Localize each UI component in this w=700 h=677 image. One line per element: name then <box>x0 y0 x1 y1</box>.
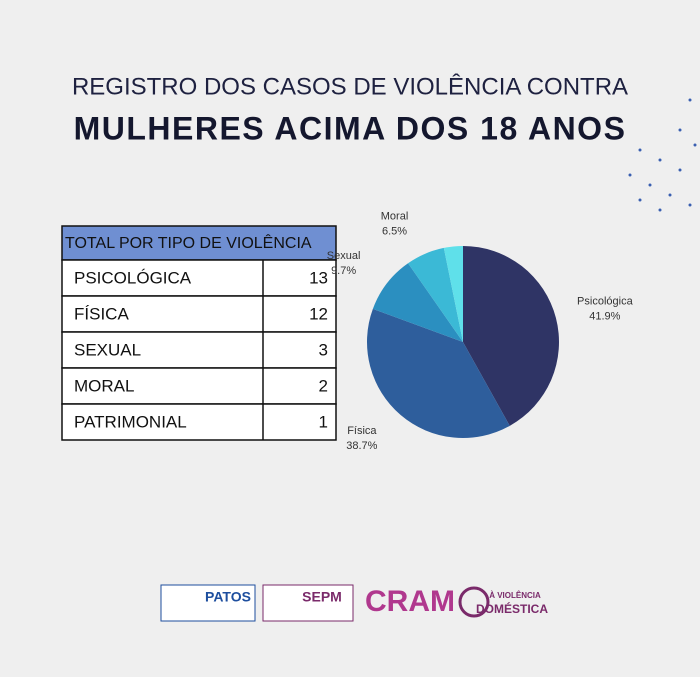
table-header-bg <box>61 225 337 261</box>
logo-box <box>160 584 256 622</box>
table-row <box>61 403 337 441</box>
slice-value-label: 9.7% <box>331 265 356 277</box>
dots-decoration <box>628 98 697 212</box>
slice-label: Psicológica <box>577 296 634 308</box>
logo-text: DOMÉSTICA <box>476 601 548 616</box>
title-line1: REGISTRO DOS CASOS DE VIOLÊNCIA CONTRA <box>72 73 628 100</box>
slice-label: Sexual <box>327 250 361 262</box>
table-row <box>61 259 337 297</box>
table-cell-label: PATRIMONIAL <box>74 412 187 431</box>
table-cell-value: 3 <box>319 340 328 359</box>
table-row <box>61 331 337 369</box>
logos: PATOS SEPM CRAM À VIOLÊNCIA DOMÉSTICA <box>160 584 548 622</box>
table-cell-value: 12 <box>309 304 328 323</box>
slice-value-label: 38.7% <box>346 440 377 452</box>
title-line2: MULHERES ACIMA DOS 18 ANOS <box>74 110 627 146</box>
pie-slice <box>367 308 510 438</box>
logo-text: PATOS <box>205 589 251 605</box>
table-cell-label: PSICOLÓGICA <box>74 268 192 287</box>
pie-slice <box>443 246 463 342</box>
slice-value-label: 41.9% <box>589 311 620 323</box>
pie-slice <box>372 263 463 342</box>
pie-slice <box>408 247 463 342</box>
logo-text: CRAM <box>365 585 455 618</box>
slice-label: Moral <box>381 210 409 222</box>
slice-value-label: 6.5% <box>382 225 407 237</box>
pie-chart: Psicológica 41.9% Física 38.7% Sexual 9.7% Mor… <box>327 210 634 452</box>
logo-text: À VIOLÊNCIA <box>489 591 541 600</box>
table-cell-label: FÍSICA <box>74 304 129 323</box>
logo-icon <box>458 586 490 618</box>
pie-slice <box>463 246 559 426</box>
table-header: TOTAL POR TIPO DE VIOLÊNCIA <box>65 233 312 252</box>
logo-text: SEPM <box>302 589 342 605</box>
table-cell-label: MORAL <box>74 376 134 395</box>
table-cell-value: 2 <box>319 376 328 395</box>
logo-box <box>262 584 354 622</box>
table-cell-value: 13 <box>309 268 328 287</box>
table-cell-label: SEXUAL <box>74 340 141 359</box>
table-cell-value: 1 <box>319 412 328 431</box>
slice-label: Física <box>347 425 377 437</box>
